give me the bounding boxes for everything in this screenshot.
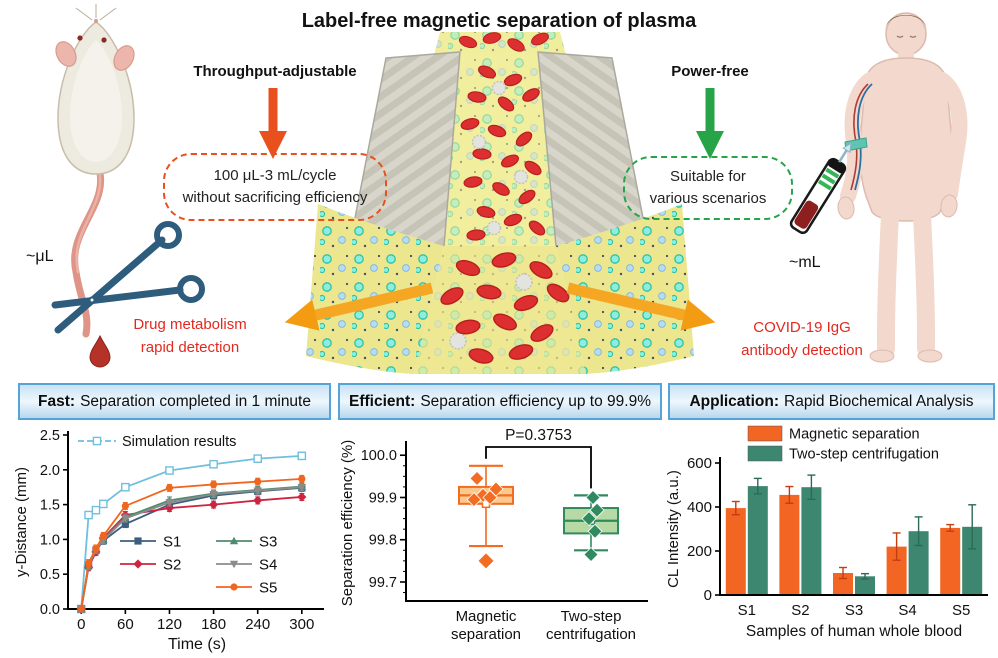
svg-text:0: 0 xyxy=(704,587,712,604)
svg-text:Simulation results: Simulation results xyxy=(122,434,236,450)
left-application-label: Drug metabolism rapid detection xyxy=(100,314,280,359)
svg-text:Magnetic separation: Magnetic separation xyxy=(789,427,920,443)
blood-drop-icon xyxy=(89,334,111,368)
svg-text:S2: S2 xyxy=(163,557,181,574)
device-channel xyxy=(444,52,556,246)
svg-text:1.0: 1.0 xyxy=(40,532,60,548)
bar-chart-cl-intensity: S1 S2 S3 S4 S5 0 200 400 600 Samples of human who… xyxy=(665,425,988,640)
svg-text:600: 600 xyxy=(687,455,712,472)
throughput-label: Throughput-adjustable xyxy=(193,63,357,80)
red-blood-cells-concentrate xyxy=(440,252,570,364)
svg-text:0: 0 xyxy=(77,616,85,633)
right-application-line1: COVID-19 IgG xyxy=(753,319,851,336)
hero-illustration xyxy=(51,4,968,374)
svg-text:240: 240 xyxy=(245,616,270,633)
svg-text:2.5: 2.5 xyxy=(40,428,60,444)
svg-text:CL Intensity (a.u.): CL Intensity (a.u.) xyxy=(665,470,682,588)
svg-text:99.7: 99.7 xyxy=(369,575,397,591)
panel-application-prefix: Application: xyxy=(689,392,779,410)
panel-header-efficient: Efficient: Separation efficiency up to 9… xyxy=(338,383,662,420)
panel-fast-text: Separation completed in 1 minute xyxy=(80,392,311,410)
svg-text:centrifugation: centrifugation xyxy=(546,626,636,643)
svg-text:S2: S2 xyxy=(791,602,809,619)
svg-text:S4: S4 xyxy=(259,557,277,574)
panel-application-text: Rapid Biochemical Analysis xyxy=(784,392,974,410)
panel-header-fast: Fast: Separation completed in 1 minute xyxy=(18,383,331,420)
figure-title: Label-free magnetic separation of plasma xyxy=(301,10,697,32)
device-inlet xyxy=(434,32,566,55)
blood-tube-icon xyxy=(789,142,852,235)
svg-text:Time (s): Time (s) xyxy=(168,636,226,653)
svg-text:99.9: 99.9 xyxy=(369,490,397,506)
scissors-icon xyxy=(51,221,205,334)
svg-text:60: 60 xyxy=(117,616,134,633)
svg-text:Two-step centrifugation: Two-step centrifugation xyxy=(789,447,939,463)
svg-text:Separation efficiency (%): Separation efficiency (%) xyxy=(339,440,356,606)
svg-text:S5: S5 xyxy=(259,580,277,597)
svg-text:0.5: 0.5 xyxy=(40,567,60,583)
panel-efficient-prefix: Efficient: xyxy=(349,392,416,410)
left-application-line2: rapid detection xyxy=(140,338,240,356)
svg-text:S5: S5 xyxy=(952,602,970,619)
power-box-line1: Suitable for xyxy=(670,168,746,186)
panel-fast-prefix: Fast: xyxy=(38,392,76,410)
mouse-scale-label: ~μL xyxy=(26,248,54,265)
right-application-line2: antibody detection xyxy=(741,341,863,359)
svg-text:100.0: 100.0 xyxy=(361,448,397,464)
device-plasma-wing-left xyxy=(306,204,444,374)
panel-header-application: Application: Rapid Biochemical Analysis xyxy=(668,383,995,420)
svg-text:Samples of human whole blood: Samples of human whole blood xyxy=(746,623,962,640)
throughput-box: 100 μL-3 mL/cycle without sacrificing ef… xyxy=(163,153,387,221)
right-application-label: COVID-19 IgG antibody detection xyxy=(712,317,892,362)
svg-text:Magnetic: Magnetic xyxy=(456,608,517,625)
svg-text:S1: S1 xyxy=(163,534,181,551)
human-illustration xyxy=(837,12,968,363)
throughput-box-line1: 100 μL-3 mL/cycle xyxy=(213,167,337,185)
throughput-box-line2: without sacrificing efficiency xyxy=(182,189,368,206)
svg-text:1.5: 1.5 xyxy=(40,498,60,514)
power-box: Suitable for various scenarios xyxy=(623,156,793,220)
svg-text:300: 300 xyxy=(289,616,314,633)
svg-text:2.0: 2.0 xyxy=(40,463,60,479)
human-scale-label: ~mL xyxy=(789,254,821,271)
arm-veins xyxy=(844,83,873,191)
svg-text:120: 120 xyxy=(157,616,182,633)
svg-text:200: 200 xyxy=(687,543,712,560)
svg-text:S3: S3 xyxy=(845,602,863,619)
svg-text:400: 400 xyxy=(687,499,712,516)
svg-text:S3: S3 xyxy=(259,534,277,551)
power-box-line2: various scenarios xyxy=(649,190,767,207)
svg-text:180: 180 xyxy=(201,616,226,633)
plasma-arrow-left xyxy=(284,282,434,331)
svg-text:P=0.3753: P=0.3753 xyxy=(505,427,572,444)
device-plasma-wing-right xyxy=(556,204,694,374)
power-free-label: Power-free xyxy=(671,63,749,80)
svg-text:separation: separation xyxy=(451,626,521,643)
box-plot-separation-efficiency: 99.7 99.8 99.9 100.0 Separation efficiency (… xyxy=(339,427,648,643)
mouse-illustration xyxy=(55,4,135,338)
panel-efficient-text: Separation efficiency up to 99.9% xyxy=(420,392,651,410)
svg-text:Two-step: Two-step xyxy=(561,608,622,625)
left-application-line1: Drug metabolism xyxy=(133,316,247,333)
svg-text:S4: S4 xyxy=(898,602,916,619)
svg-text:S1: S1 xyxy=(738,602,756,619)
red-blood-cells xyxy=(460,65,546,241)
svg-text:y-Distance (mm): y-Distance (mm) xyxy=(13,467,30,577)
svg-text:0.0: 0.0 xyxy=(40,602,60,618)
line-chart-separation-distance: 0.0 0.5 1.0 1.5 2.0 2.5 0 60 120 180 240 300 Time (s… xyxy=(13,428,324,653)
plasma-arrow-right xyxy=(566,282,716,331)
white-blood-cells xyxy=(449,80,533,350)
svg-text:99.8: 99.8 xyxy=(369,533,397,549)
